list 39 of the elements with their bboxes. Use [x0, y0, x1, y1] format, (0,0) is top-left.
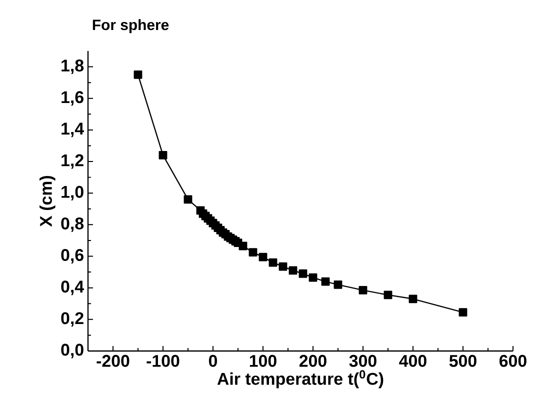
- point: [308, 273, 318, 282]
- y-tick-label: 1,8: [62, 60, 84, 74]
- chart-title: For sphere: [92, 19, 169, 34]
- x-tick-label: 200: [299, 354, 326, 367]
- y-tick-label: 0,0: [61, 344, 84, 358]
- y-tick-label: 1,0: [62, 186, 84, 200]
- point: [158, 151, 168, 160]
- point: [258, 252, 268, 262]
- point: [358, 286, 368, 294]
- y-tick-label: 0,8: [61, 217, 84, 232]
- point: [278, 262, 288, 271]
- point: [248, 248, 258, 257]
- y-tick-label: 0,4: [61, 280, 84, 296]
- x-axis-title: Air temperature t($^{0}$C): [217, 370, 384, 388]
- point: [384, 290, 392, 300]
- x-tick-label: 500: [449, 354, 476, 367]
- y-tick-label: 0,6: [61, 249, 84, 264]
- point: [238, 242, 248, 250]
- point: [184, 195, 192, 204]
- point: [288, 266, 298, 275]
- point: [268, 258, 278, 267]
- point: [334, 280, 342, 289]
- point: [458, 308, 468, 317]
- point: [408, 294, 418, 304]
- point: [134, 70, 142, 79]
- point: [321, 277, 330, 286]
- x-tick-label: 300: [349, 354, 376, 367]
- point: [298, 269, 308, 278]
- x-tick-label: -200: [96, 354, 130, 367]
- x-tick-label: 600: [499, 354, 526, 367]
- y-tick-label: 1,4: [62, 122, 84, 138]
- y-tick-label: 1,2: [62, 154, 84, 169]
- x-tick-label: -100: [146, 354, 180, 367]
- y-tick-label: 0,2: [61, 312, 84, 327]
- x-tick-label: 400: [399, 354, 426, 367]
- x-tick-label: 100: [250, 354, 276, 367]
- y-axis-title: X (cm): [40, 176, 56, 227]
- x-tick-label: 0: [208, 354, 218, 367]
- y-tick-label: 1,6: [62, 91, 84, 106]
